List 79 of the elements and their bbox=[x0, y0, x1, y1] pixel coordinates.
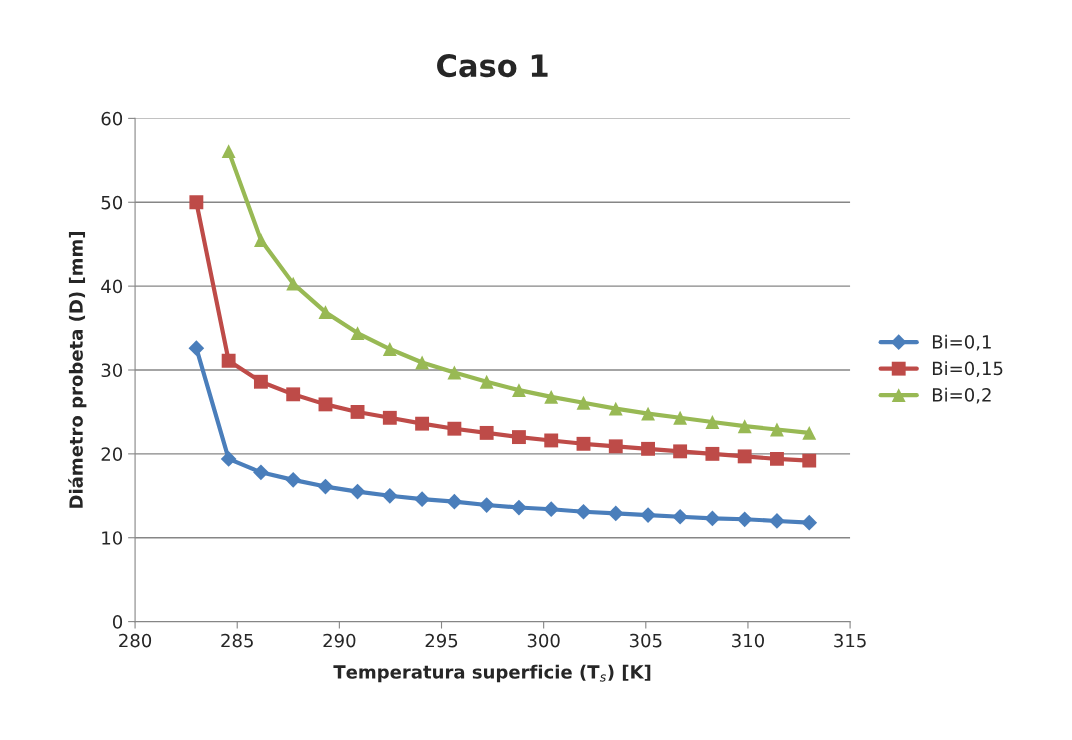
point bbox=[511, 430, 526, 445]
point bbox=[544, 389, 559, 404]
point bbox=[253, 233, 268, 247]
x-tick-label: 295 bbox=[425, 633, 458, 648]
point bbox=[544, 433, 559, 448]
point bbox=[672, 508, 688, 525]
point bbox=[736, 511, 753, 528]
point bbox=[737, 419, 752, 434]
point bbox=[285, 472, 302, 488]
point bbox=[447, 365, 462, 380]
point bbox=[705, 446, 720, 461]
point bbox=[576, 395, 591, 410]
point bbox=[641, 441, 655, 456]
legend-label: Bi=0,2 bbox=[932, 387, 991, 404]
point bbox=[801, 514, 818, 531]
point bbox=[446, 493, 463, 510]
point bbox=[415, 355, 430, 370]
point bbox=[221, 353, 236, 368]
x-tick-label: 310 bbox=[732, 633, 764, 648]
point bbox=[769, 513, 785, 529]
point bbox=[253, 374, 268, 389]
point bbox=[608, 439, 623, 454]
point bbox=[349, 483, 366, 500]
point bbox=[253, 464, 269, 481]
x-tick-label: 280 bbox=[119, 633, 152, 648]
chart-title: Caso 1 bbox=[437, 54, 548, 78]
y-tick-label: 10 bbox=[102, 531, 123, 545]
point bbox=[770, 422, 784, 437]
legend-label: Bi=0,15 bbox=[932, 361, 1003, 378]
point bbox=[286, 387, 301, 402]
point bbox=[511, 383, 526, 398]
x-tick-label: 300 bbox=[527, 633, 560, 648]
point bbox=[640, 507, 656, 523]
point bbox=[318, 397, 333, 412]
x-tick-label: 305 bbox=[629, 633, 662, 648]
y-axis-title: Diámetro probeta (D) [mm] bbox=[68, 232, 87, 508]
point bbox=[478, 497, 495, 513]
point bbox=[543, 501, 560, 518]
point bbox=[220, 451, 237, 467]
legend-label: Bi=0,1 bbox=[932, 334, 991, 351]
point bbox=[575, 503, 592, 520]
point bbox=[350, 326, 365, 341]
point bbox=[704, 510, 721, 527]
point bbox=[607, 505, 624, 522]
point bbox=[576, 436, 591, 451]
point bbox=[382, 342, 397, 356]
point bbox=[608, 401, 623, 416]
point bbox=[381, 487, 398, 504]
point bbox=[802, 425, 817, 440]
y-tick-label: 20 bbox=[101, 447, 123, 461]
point bbox=[415, 416, 430, 431]
y-tick-label: 0 bbox=[112, 615, 123, 629]
point bbox=[414, 491, 430, 508]
x-tick-label: 315 bbox=[834, 633, 866, 648]
x-tick-label: 285 bbox=[221, 633, 253, 648]
point bbox=[189, 195, 204, 210]
point bbox=[188, 340, 205, 357]
point bbox=[641, 406, 655, 421]
point bbox=[221, 144, 236, 159]
point bbox=[447, 421, 462, 436]
y-tick-label: 40 bbox=[101, 279, 123, 294]
point bbox=[770, 451, 784, 466]
point bbox=[350, 404, 365, 419]
y-tick-label: 60 bbox=[101, 111, 123, 126]
point bbox=[317, 478, 334, 495]
x-axis-title: Temperatura superficie (T$_{s}$) [K] bbox=[333, 664, 651, 683]
point bbox=[802, 453, 817, 468]
point bbox=[705, 415, 720, 429]
point bbox=[511, 499, 527, 516]
point bbox=[737, 449, 752, 464]
point bbox=[479, 425, 494, 440]
y-tick-label: 30 bbox=[101, 363, 123, 378]
x-tick-label: 290 bbox=[323, 633, 356, 648]
point bbox=[318, 305, 333, 320]
point bbox=[479, 374, 494, 389]
point bbox=[673, 410, 688, 425]
point bbox=[382, 410, 397, 425]
y-tick-label: 50 bbox=[101, 195, 123, 210]
point bbox=[673, 444, 688, 459]
